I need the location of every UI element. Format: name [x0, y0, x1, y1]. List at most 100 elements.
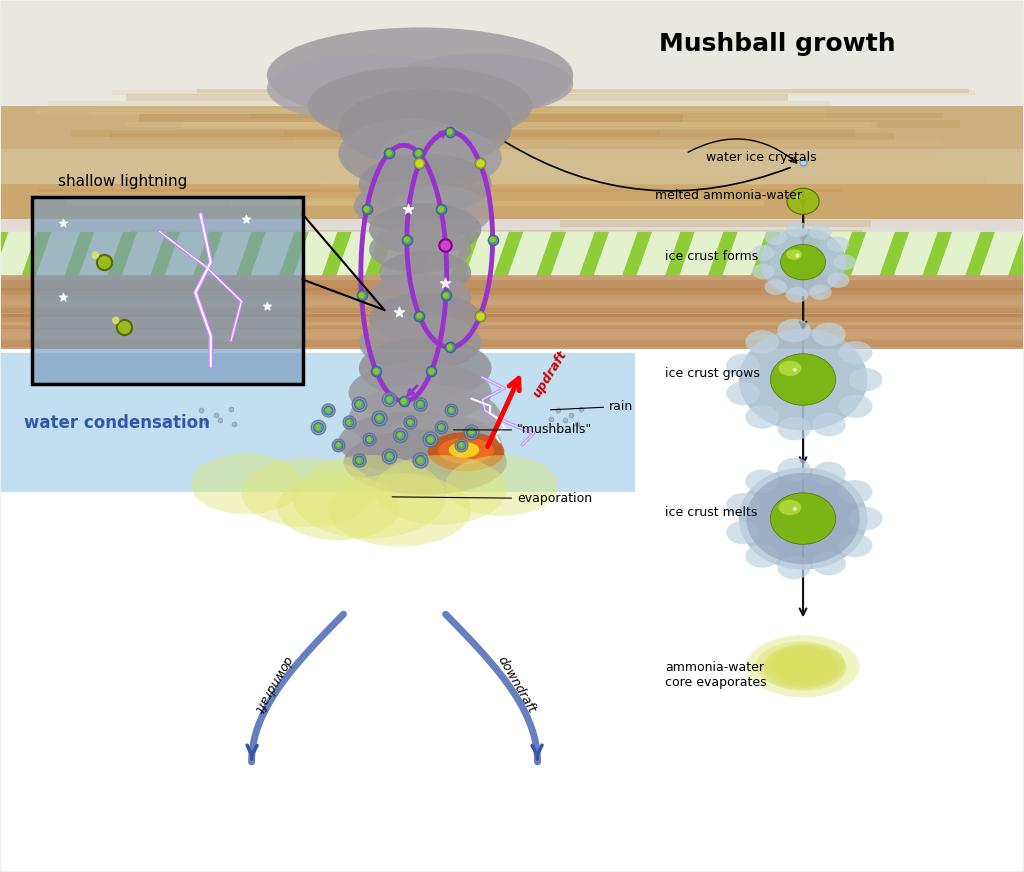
Ellipse shape: [379, 251, 471, 295]
Bar: [38, 188, 843, 192]
Polygon shape: [251, 232, 295, 276]
Point: [381, 392, 397, 406]
Point: [463, 425, 479, 439]
Ellipse shape: [765, 648, 839, 688]
Point: [360, 433, 377, 446]
Point: [54, 216, 71, 230]
Point: [108, 313, 124, 327]
Bar: [182, 122, 878, 129]
Point: [463, 425, 479, 439]
Text: melted ammonia-water: melted ammonia-water: [655, 188, 802, 201]
Ellipse shape: [812, 552, 846, 576]
Point: [350, 453, 367, 467]
Point: [381, 449, 397, 463]
Polygon shape: [165, 232, 209, 276]
Point: [786, 363, 803, 377]
Bar: [1, 305, 1023, 308]
Ellipse shape: [745, 330, 779, 354]
Ellipse shape: [839, 394, 872, 418]
Ellipse shape: [445, 455, 558, 516]
Point: [360, 433, 377, 446]
Polygon shape: [980, 232, 1024, 276]
Point: [569, 417, 586, 431]
Ellipse shape: [308, 66, 532, 145]
Point: [790, 249, 806, 262]
Polygon shape: [294, 232, 337, 276]
Polygon shape: [637, 232, 681, 276]
Bar: [71, 130, 660, 137]
Ellipse shape: [267, 53, 471, 123]
Ellipse shape: [770, 493, 836, 544]
Point: [399, 202, 416, 216]
Point: [401, 415, 418, 429]
Point: [395, 394, 412, 408]
Point: [472, 309, 488, 323]
Point: [442, 403, 459, 417]
Point: [401, 415, 418, 429]
Ellipse shape: [770, 354, 836, 405]
Bar: [294, 140, 942, 147]
Ellipse shape: [746, 636, 859, 698]
Ellipse shape: [348, 384, 502, 453]
Point: [398, 233, 415, 247]
Point: [412, 397, 428, 411]
Point: [391, 428, 408, 442]
Point: [438, 289, 455, 303]
Point: [198, 415, 214, 429]
Point: [226, 417, 243, 431]
Ellipse shape: [839, 534, 872, 557]
Point: [212, 413, 228, 427]
Point: [391, 428, 408, 442]
Bar: [1, 353, 635, 493]
Point: [381, 449, 397, 463]
Point: [330, 438, 346, 452]
Ellipse shape: [374, 455, 507, 525]
Polygon shape: [551, 232, 595, 276]
Point: [412, 309, 428, 323]
Bar: [126, 94, 788, 101]
Point: [557, 413, 573, 427]
Bar: [1, 322, 1023, 328]
Ellipse shape: [745, 469, 779, 493]
Ellipse shape: [438, 438, 495, 464]
Polygon shape: [465, 232, 509, 276]
Ellipse shape: [348, 362, 492, 423]
Point: [381, 449, 397, 463]
Bar: [1, 340, 1023, 346]
Point: [360, 433, 377, 446]
Point: [411, 146, 427, 160]
Point: [208, 408, 224, 422]
Point: [87, 249, 103, 262]
Ellipse shape: [778, 361, 802, 376]
Ellipse shape: [780, 244, 825, 280]
Bar: [454, 176, 987, 184]
Point: [381, 146, 397, 160]
Ellipse shape: [772, 648, 840, 686]
Point: [437, 276, 454, 290]
Ellipse shape: [809, 224, 831, 240]
Point: [790, 190, 806, 204]
Bar: [91, 108, 826, 118]
Ellipse shape: [760, 228, 846, 296]
Point: [411, 146, 427, 160]
Bar: [1, 288, 1023, 296]
Ellipse shape: [745, 544, 779, 568]
Ellipse shape: [190, 453, 303, 514]
Point: [472, 156, 488, 170]
Point: [412, 397, 428, 411]
Bar: [1, 219, 1023, 262]
Text: ice crust melts: ice crust melts: [666, 506, 758, 519]
Bar: [48, 100, 831, 107]
Point: [423, 364, 439, 378]
Polygon shape: [336, 232, 380, 276]
Point: [438, 289, 455, 303]
Point: [422, 433, 438, 446]
Ellipse shape: [389, 53, 573, 114]
Ellipse shape: [278, 474, 399, 541]
Point: [563, 408, 580, 422]
Point: [319, 403, 336, 417]
Point: [423, 364, 439, 378]
Bar: [197, 89, 970, 92]
Text: shallow lightning: shallow lightning: [57, 174, 187, 188]
Point: [368, 364, 384, 378]
